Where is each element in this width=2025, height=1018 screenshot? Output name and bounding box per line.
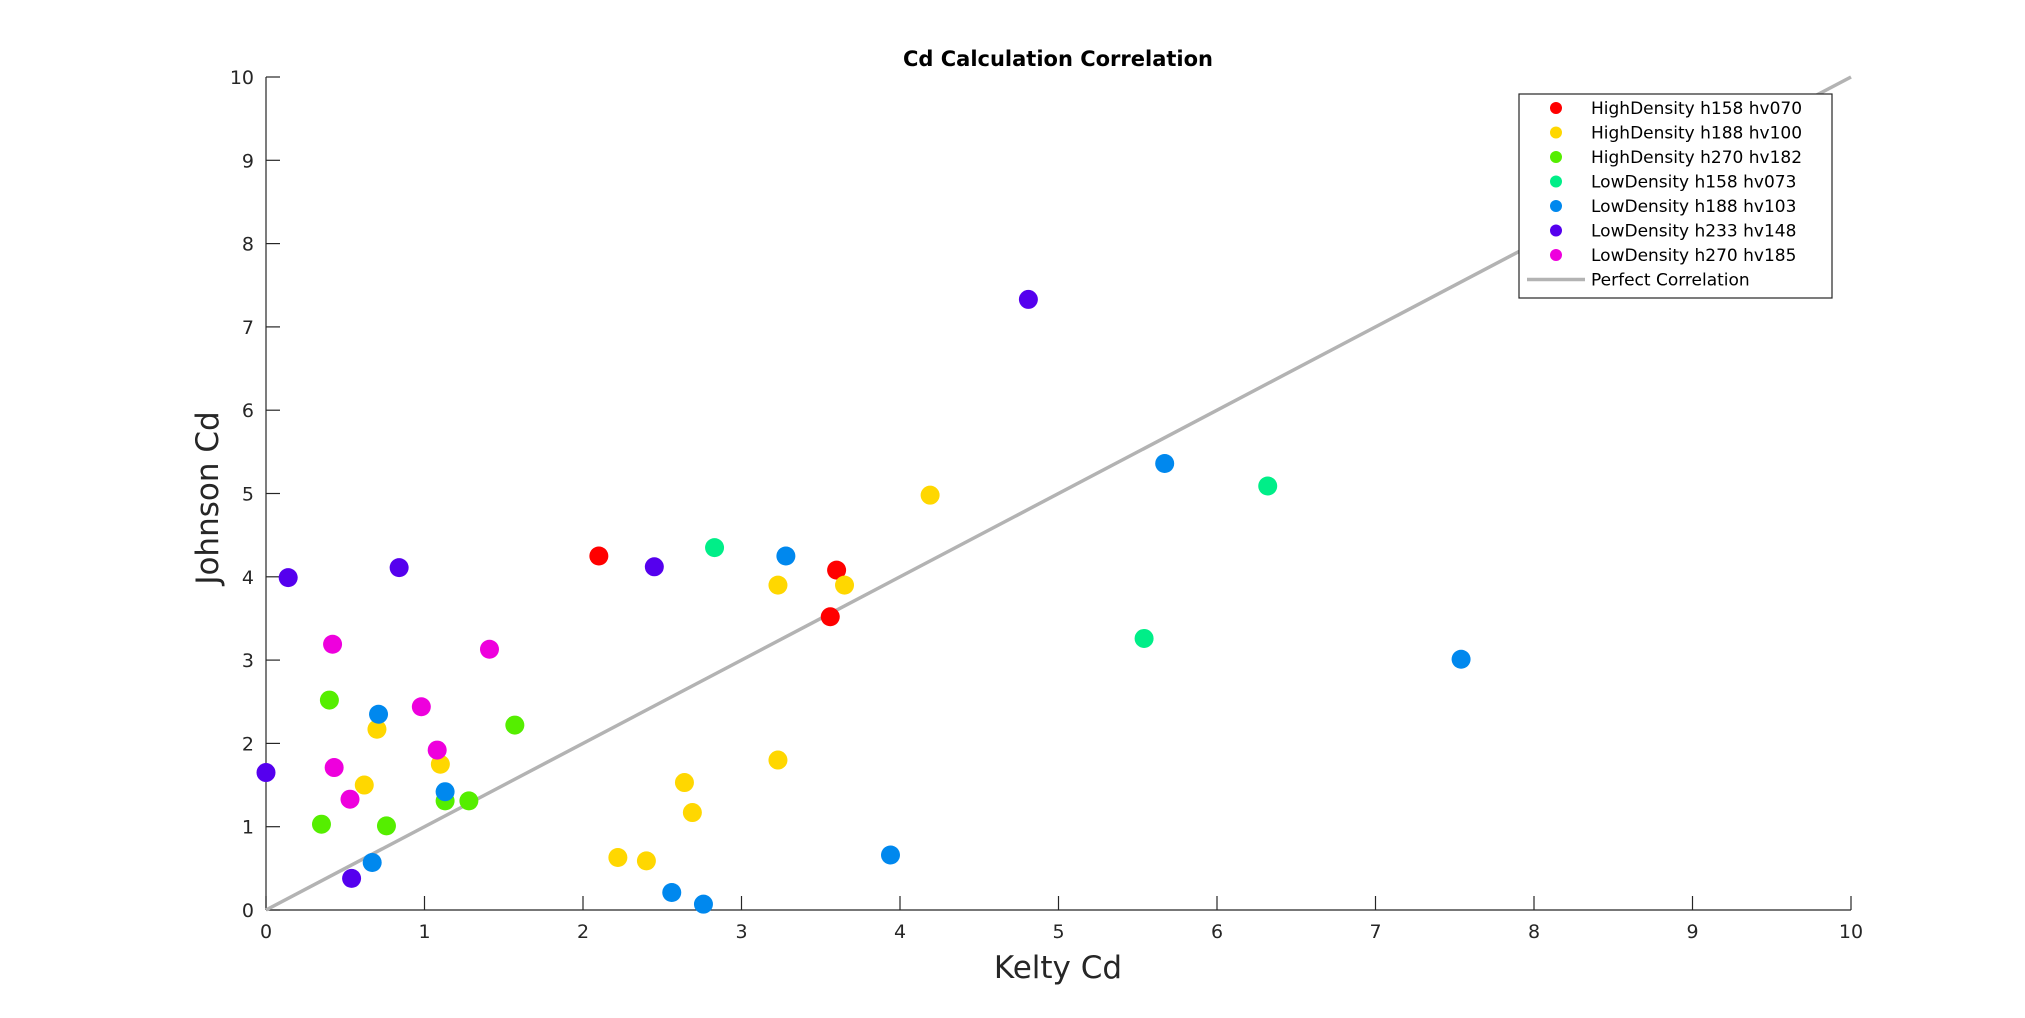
legend-entry-label: Perfect Correlation <box>1591 271 1750 291</box>
x-tick-label: 3 <box>735 921 747 943</box>
data-point-series-2 <box>459 791 479 811</box>
legend-marker <box>1550 102 1562 114</box>
x-axis-label: Kelty Cd <box>994 950 1122 986</box>
data-point-series-5 <box>1018 289 1038 309</box>
legend: HighDensity h158 hv070 HighDensity h188 h… <box>1518 93 1833 299</box>
x-tick-label: 4 <box>894 921 906 943</box>
legend-marker <box>1550 175 1562 188</box>
data-point-series-2 <box>319 690 339 710</box>
x-tick-label: 2 <box>577 921 589 943</box>
legend-marker <box>1550 200 1562 212</box>
y-tick-label: 4 <box>242 567 254 589</box>
data-point-series-3 <box>705 538 725 558</box>
y-tick-label: 3 <box>242 650 254 672</box>
data-point-series-1 <box>835 575 855 595</box>
legend-marker <box>1550 224 1562 237</box>
y-tick-label: 9 <box>242 150 254 172</box>
x-tick-label: 10 <box>1839 921 1863 943</box>
legend-marker <box>1550 249 1562 261</box>
x-tick-label: 7 <box>1369 921 1381 943</box>
data-point-series-4 <box>362 853 382 873</box>
data-point-series-4 <box>776 546 796 566</box>
data-point-series-6 <box>324 758 344 778</box>
data-point-series-1 <box>674 773 694 793</box>
data-point-series-4 <box>1451 649 1471 669</box>
data-point-series-5 <box>256 763 276 783</box>
data-point-series-6 <box>411 697 431 717</box>
data-point-series-1 <box>430 754 450 774</box>
x-tick-label: 5 <box>1052 921 1064 943</box>
data-point-series-6 <box>479 639 499 659</box>
y-tick-label: 6 <box>242 400 254 422</box>
y-tick-label: 7 <box>242 317 254 339</box>
data-point-series-3 <box>1258 476 1278 496</box>
legend-entry-label: LowDensity h270 hv185 <box>1591 246 1796 266</box>
data-point-series-4 <box>1155 454 1175 474</box>
data-point-series-1 <box>768 750 788 770</box>
legend-marker <box>1550 151 1562 163</box>
y-tick-label: 10 <box>230 67 254 89</box>
legend-entry-label: LowDensity h158 hv073 <box>1591 173 1796 193</box>
axes: 0 1 2 3 4 5 6 7 8 9 10 0 1 2 3 4 5 6 7 8 9 10 <box>230 67 1863 943</box>
legend-marker <box>1550 126 1562 139</box>
data-point-series-1 <box>608 848 628 868</box>
data-point-series-1 <box>768 575 788 595</box>
data-point-series-4 <box>880 845 900 865</box>
chart-title: Cd Calculation Correlation <box>903 47 1213 71</box>
data-point-series-1 <box>920 485 940 505</box>
data-point-series-2 <box>311 814 331 834</box>
x-tick-label: 0 <box>260 921 272 943</box>
y-tick-label: 0 <box>242 900 254 922</box>
legend-entry-label: HighDensity h158 hv070 <box>1591 99 1802 119</box>
y-tick-label: 5 <box>242 484 254 506</box>
x-tick-label: 6 <box>1211 921 1223 943</box>
y-tick-label: 8 <box>242 234 254 256</box>
data-point-series-6 <box>340 789 360 809</box>
data-point-series-5 <box>342 868 362 888</box>
legend-entry-label: LowDensity h233 hv148 <box>1591 222 1796 242</box>
data-point-series-4 <box>662 883 682 903</box>
data-point-series-5 <box>644 557 664 577</box>
data-point-series-1 <box>636 851 656 871</box>
data-points-layer <box>256 289 1471 914</box>
data-point-series-5 <box>389 558 409 578</box>
legend-box <box>1518 93 1833 299</box>
data-point-series-1 <box>682 803 702 823</box>
legend-entry-label: LowDensity h188 hv103 <box>1591 197 1796 217</box>
data-point-series-1 <box>354 775 374 795</box>
data-point-series-0 <box>827 560 847 580</box>
x-tick-label: 8 <box>1528 921 1540 943</box>
data-point-series-4 <box>435 782 455 802</box>
legend-entry-label: HighDensity h188 hv100 <box>1591 124 1802 144</box>
data-point-series-6 <box>427 740 447 760</box>
y-tick-label: 1 <box>242 817 254 839</box>
y-tick-label: 2 <box>242 733 254 755</box>
data-point-series-2 <box>505 715 525 735</box>
legend-entry-label: HighDensity h270 hv182 <box>1591 148 1802 168</box>
x-tick-label: 1 <box>418 921 430 943</box>
data-point-series-6 <box>323 634 343 654</box>
data-point-series-5 <box>278 568 298 588</box>
data-point-series-4 <box>693 894 713 914</box>
data-point-series-0 <box>820 607 840 627</box>
data-point-series-0 <box>589 546 609 566</box>
data-point-series-1 <box>367 719 387 739</box>
y-axis-label: Johnson Cd <box>190 411 226 586</box>
x-tick-label: 9 <box>1686 921 1698 943</box>
data-point-series-4 <box>369 704 389 724</box>
data-point-series-3 <box>1134 628 1154 648</box>
data-point-series-2 <box>376 816 396 836</box>
